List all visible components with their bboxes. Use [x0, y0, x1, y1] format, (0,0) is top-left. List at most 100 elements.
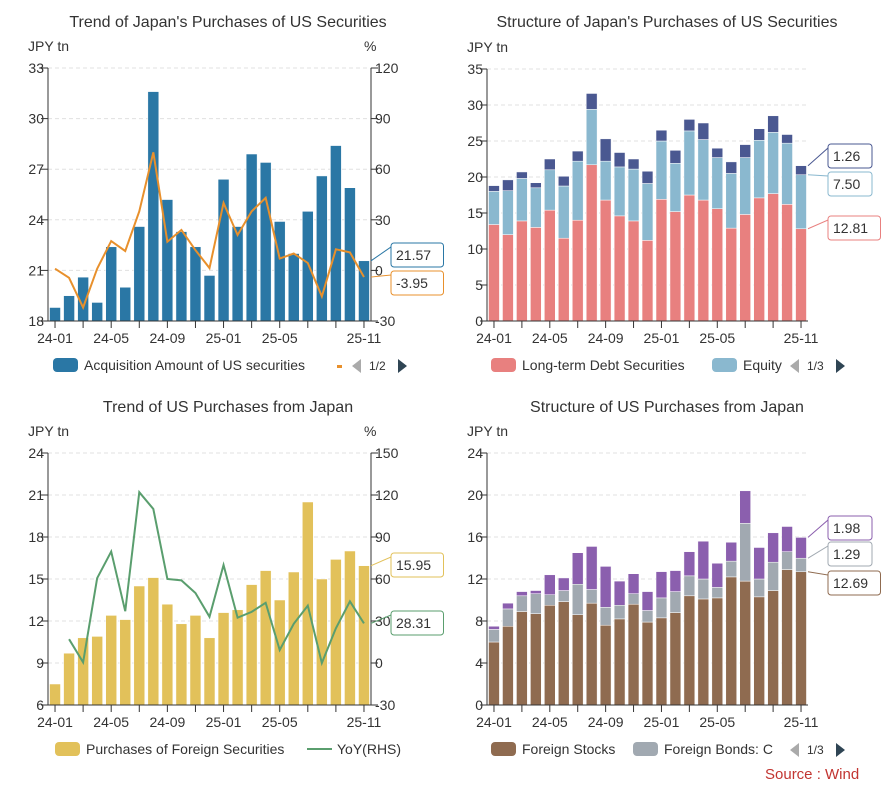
bar [530, 590, 542, 594]
bar [683, 130, 696, 196]
legend-prev-icon[interactable] [790, 359, 799, 373]
x-tick-label: 25-11 [784, 714, 819, 730]
bar [669, 591, 682, 613]
bar [697, 199, 710, 322]
bar [572, 160, 584, 221]
legend-next-icon[interactable] [835, 359, 845, 373]
legend-next-icon[interactable] [835, 743, 845, 757]
bar [599, 160, 612, 201]
chart-title: Trend of Japan's Purchases of US Securit… [69, 14, 386, 31]
source-note: Source : Wind [765, 766, 860, 783]
bar [627, 220, 640, 322]
callout-pointer [370, 246, 392, 262]
chart-4: Structure of US Purchases from Japan JPY … [467, 399, 881, 730]
y-tick-label: 12 [28, 613, 44, 629]
bar [669, 150, 682, 164]
y-tick-label: 6 [36, 697, 44, 713]
bar [558, 237, 570, 322]
bar [795, 174, 807, 230]
legend-pager: 1/2 [352, 359, 407, 373]
y-tick-label: 20 [467, 169, 483, 185]
bar [231, 609, 244, 706]
x-tick-label: 24-05 [93, 330, 129, 346]
x-tick-label: 25-11 [347, 330, 382, 346]
bar [105, 615, 117, 706]
legend-item-equity[interactable]: Equity [712, 357, 782, 373]
bar [502, 234, 514, 322]
legend-page: 1/3 [807, 743, 824, 757]
chart-title: Structure of US Purchases from Japan [530, 399, 804, 416]
callout-pointer [807, 518, 829, 538]
callout-pointer [370, 274, 392, 283]
bar [558, 176, 570, 187]
y2-tick-label: 120 [375, 487, 399, 503]
bar [585, 589, 598, 604]
legend-line-swatch[interactable] [337, 365, 342, 368]
bar [161, 603, 174, 706]
bar [641, 610, 654, 623]
y2-tick-label: -30 [375, 313, 395, 329]
bar [725, 576, 737, 706]
bar [683, 595, 696, 706]
y-tick-label: 30 [467, 97, 483, 113]
bar [669, 612, 682, 706]
callout-value: 1.26 [833, 148, 860, 164]
legend-item-purchases[interactable]: Purchases of Foreign Securities [55, 741, 284, 757]
x-tick-label: 25-05 [699, 330, 735, 346]
y2-tick-label: 90 [375, 529, 391, 545]
legend-next-icon[interactable] [397, 359, 407, 373]
y-tick-label: 0 [475, 697, 483, 713]
legend-label: Long-term Debt Securities [522, 357, 685, 373]
callout-value: 28.31 [396, 615, 431, 631]
x-tick-label: 25-01 [644, 714, 680, 730]
bar [795, 228, 807, 322]
bar [753, 140, 765, 199]
bar [627, 603, 640, 706]
bar [147, 577, 160, 706]
callout-pointer [807, 571, 829, 583]
chart-title: Structure of Japan's Purchases of US Sec… [497, 14, 838, 31]
bar [288, 571, 300, 706]
bar [739, 490, 751, 524]
bar [655, 597, 668, 619]
bar [739, 144, 751, 158]
legend-item-foreign-bonds[interactable]: Foreign Bonds: C [633, 741, 780, 757]
y-axis-unit: JPY tn [467, 423, 508, 439]
bar [330, 145, 342, 322]
legend-swatch [491, 358, 516, 372]
y-axis-unit: JPY tn [467, 39, 508, 55]
legend-prev-icon[interactable] [352, 359, 361, 373]
y-tick-label: 0 [475, 313, 483, 329]
bar [599, 566, 612, 608]
callout-box [827, 570, 881, 596]
bar [669, 570, 682, 592]
bar [739, 523, 751, 582]
legend-page: 1/3 [807, 359, 824, 373]
legend-swatch [491, 742, 516, 756]
bar [344, 550, 356, 706]
x-tick-label: 24-05 [93, 714, 129, 730]
bar [488, 185, 500, 192]
bar [530, 593, 542, 614]
bar [613, 618, 626, 706]
bar [259, 162, 272, 322]
bar [599, 138, 612, 162]
legend-item-yoy[interactable]: YoY(RHS) [307, 741, 401, 757]
bar [175, 623, 188, 706]
legend-item-foreign-stocks[interactable]: Foreign Stocks [491, 741, 615, 757]
legend-swatch [55, 742, 80, 756]
bar [544, 169, 556, 211]
bar [516, 220, 528, 322]
x-tick-label: 25-05 [262, 330, 298, 346]
callout-value: -3.95 [396, 275, 428, 291]
x-tick-label: 24-05 [532, 714, 568, 730]
legend-item-debt[interactable]: Long-term Debt Securities [491, 357, 685, 373]
y2-tick-label: 90 [375, 111, 391, 127]
callout-value: 12.69 [833, 575, 868, 591]
y-tick-label: 33 [28, 60, 44, 76]
legend-prev-icon[interactable] [790, 743, 799, 757]
bar [669, 211, 682, 322]
series-line [68, 489, 365, 667]
bar [133, 226, 146, 322]
legend-item-acquisition[interactable]: Acquisition Amount of US securities [53, 357, 305, 373]
